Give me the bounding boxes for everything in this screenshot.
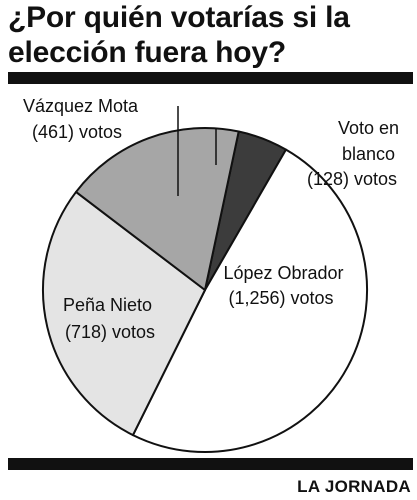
label-vazquez-mota: Vázquez Mota (461) votos [23,96,143,142]
top-rule [8,72,413,84]
label-pena-nieto-line1: Peña Nieto [63,295,152,315]
label-vazquez-mota-value: (461) votos [32,122,122,142]
pie-slice-vazquez-mota [75,127,240,291]
label-lopez-obrador-line1: López Obrador [223,263,343,283]
leader-lines [177,106,217,196]
label-voto-en-blanco: Voto en blanco (128) votos [307,118,404,189]
label-lopez-obrador-value: (1,256) votos [228,288,333,308]
pie-slices [41,127,369,454]
pie-slice-pena-nieto [41,190,206,437]
label-voto-en-blanco-line1: Voto en [338,118,399,138]
pie-slice-lopez-obrador [131,148,369,454]
label-vazquez-mota-line1: Vázquez Mota [23,96,139,116]
label-voto-en-blanco-value: (128) votos [307,169,397,189]
label-pena-nieto: Peña Nieto (718) votos [63,295,157,342]
label-pena-nieto-value: (718) votos [65,322,155,342]
source-credit: LA JORNADA [297,477,411,496]
label-lopez-obrador: López Obrador (1,256) votos [223,263,348,308]
bottom-rule [8,458,413,470]
label-voto-en-blanco-line2: blanco [342,144,395,164]
chart-title: ¿Por quién votarías si la elección fuera… [8,1,350,69]
